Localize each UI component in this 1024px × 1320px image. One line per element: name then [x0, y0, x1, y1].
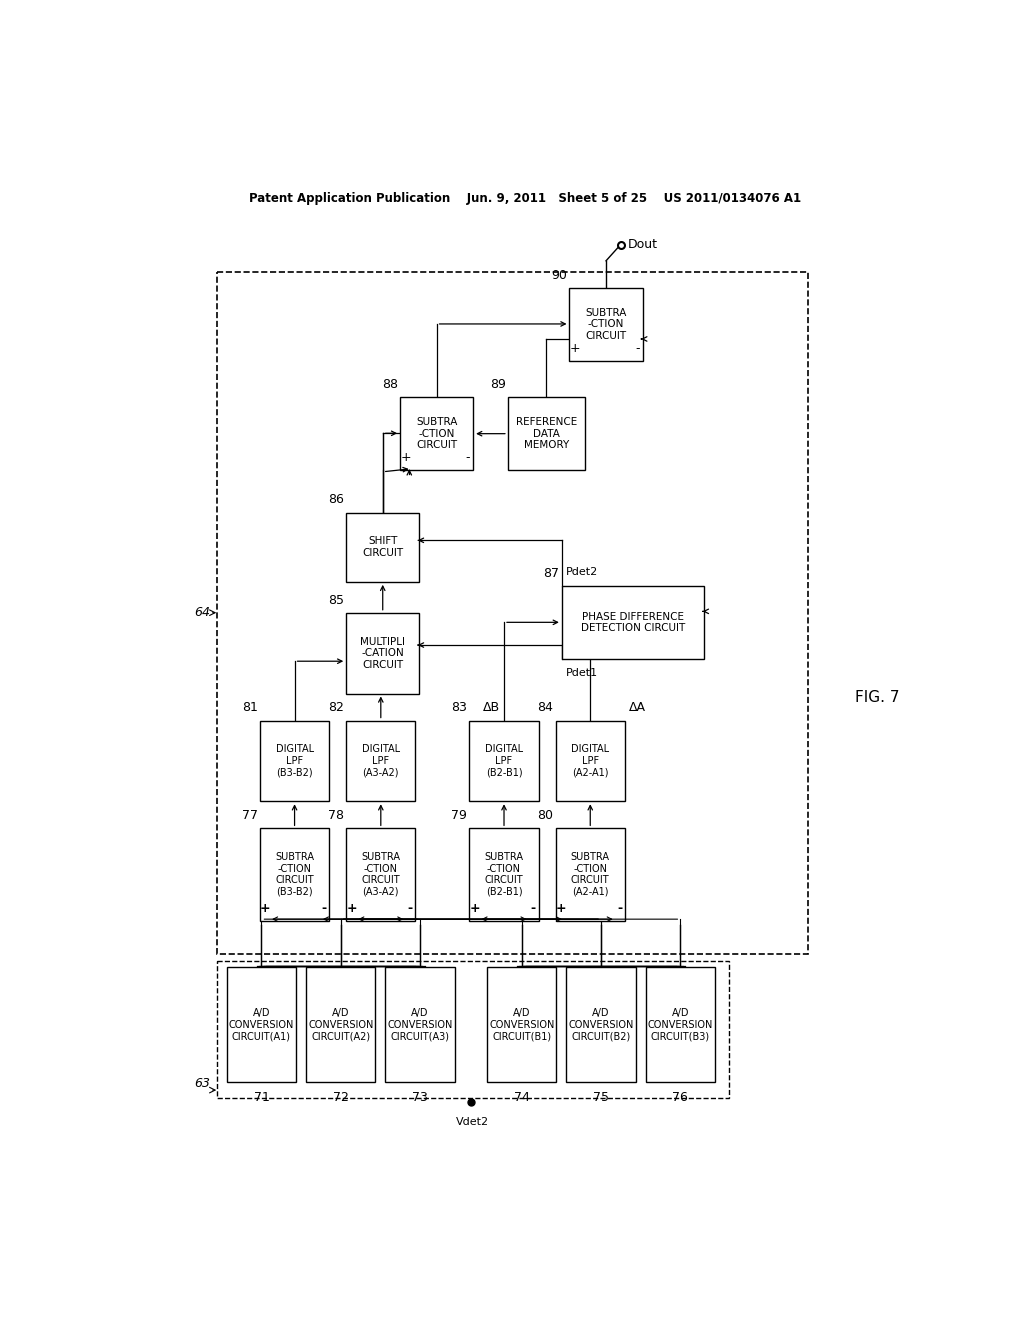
Text: 74: 74 — [514, 1092, 529, 1105]
Text: Dout: Dout — [628, 238, 657, 251]
Bar — [260, 829, 330, 921]
Text: 87: 87 — [544, 566, 559, 579]
Bar — [469, 721, 539, 801]
Text: +: + — [346, 902, 356, 915]
Text: FIG. 7: FIG. 7 — [855, 690, 900, 705]
Bar — [646, 966, 715, 1082]
Bar — [469, 829, 539, 921]
Text: SUBTRA
-CTION
CIRCUIT
(B3-B2): SUBTRA -CTION CIRCUIT (B3-B2) — [275, 853, 314, 896]
Bar — [217, 961, 729, 1098]
Text: 86: 86 — [328, 494, 344, 507]
Bar — [400, 397, 473, 470]
Text: 89: 89 — [489, 378, 506, 391]
Text: +: + — [400, 451, 411, 465]
Text: +: + — [469, 902, 480, 915]
Bar — [260, 721, 330, 801]
Text: SHIFT
CIRCUIT: SHIFT CIRCUIT — [362, 536, 403, 558]
Text: 76: 76 — [673, 1092, 688, 1105]
Text: A/D
CONVERSION
CIRCUIT(B2): A/D CONVERSION CIRCUIT(B2) — [568, 1008, 634, 1041]
Text: 71: 71 — [254, 1092, 269, 1105]
Text: SUBTRA
-CTION
CIRCUIT: SUBTRA -CTION CIRCUIT — [416, 417, 458, 450]
Text: A/D
CONVERSION
CIRCUIT(B1): A/D CONVERSION CIRCUIT(B1) — [489, 1008, 554, 1041]
Bar — [562, 586, 705, 659]
Text: -: - — [322, 902, 327, 915]
Text: 88: 88 — [382, 378, 397, 391]
Text: Vdet2: Vdet2 — [456, 1117, 489, 1127]
Bar — [226, 966, 296, 1082]
Text: Pdet2: Pdet2 — [565, 566, 598, 577]
Text: 78: 78 — [328, 809, 344, 822]
Text: 81: 81 — [242, 701, 258, 714]
Text: ΔB: ΔB — [483, 701, 500, 714]
Text: DIGITAL
LPF
(B3-B2): DIGITAL LPF (B3-B2) — [275, 744, 313, 777]
Text: 90: 90 — [551, 268, 567, 281]
Text: Patent Application Publication    Jun. 9, 2011   Sheet 5 of 25    US 2011/013407: Patent Application Publication Jun. 9, 2… — [249, 191, 801, 205]
Text: +: + — [569, 342, 581, 355]
Text: PHASE DIFFERENCE
DETECTION CIRCUIT: PHASE DIFFERENCE DETECTION CIRCUIT — [581, 611, 685, 634]
Bar — [508, 397, 585, 470]
Text: DIGITAL
LPF
(A2-A1): DIGITAL LPF (A2-A1) — [571, 744, 609, 777]
Text: +: + — [556, 902, 566, 915]
Text: +: + — [260, 902, 270, 915]
Text: -: - — [635, 342, 639, 355]
Text: 84: 84 — [538, 701, 553, 714]
Text: ΔA: ΔA — [629, 701, 646, 714]
Text: 80: 80 — [538, 809, 553, 822]
Text: SUBTRA
-CTION
CIRCUIT
(A3-A2): SUBTRA -CTION CIRCUIT (A3-A2) — [361, 853, 400, 896]
Text: 63: 63 — [195, 1077, 211, 1090]
Text: REFERENCE
DATA
MEMORY: REFERENCE DATA MEMORY — [516, 417, 577, 450]
Text: SUBTRA
-CTION
CIRCUIT: SUBTRA -CTION CIRCUIT — [586, 308, 627, 341]
Text: A/D
CONVERSION
CIRCUIT(A2): A/D CONVERSION CIRCUIT(A2) — [308, 1008, 374, 1041]
Bar — [566, 966, 636, 1082]
Text: 73: 73 — [412, 1092, 428, 1105]
Text: 77: 77 — [242, 809, 258, 822]
Text: 83: 83 — [452, 701, 467, 714]
Text: MULTIPLI
-CATION
CIRCUIT: MULTIPLI -CATION CIRCUIT — [360, 636, 406, 669]
Text: -: - — [408, 902, 413, 915]
Bar — [346, 721, 416, 801]
Text: 72: 72 — [333, 1092, 349, 1105]
Text: -: - — [466, 451, 470, 465]
Text: Pdet1: Pdet1 — [565, 668, 598, 678]
Text: 82: 82 — [328, 701, 344, 714]
Bar — [346, 512, 419, 582]
Text: -: - — [616, 902, 622, 915]
Bar — [346, 612, 419, 693]
Bar — [569, 288, 643, 360]
Bar — [487, 966, 556, 1082]
Text: 75: 75 — [593, 1092, 609, 1105]
Bar — [385, 966, 455, 1082]
Bar — [556, 721, 625, 801]
Text: 64: 64 — [195, 606, 211, 619]
Text: A/D
CONVERSION
CIRCUIT(A3): A/D CONVERSION CIRCUIT(A3) — [387, 1008, 453, 1041]
Text: A/D
CONVERSION
CIRCUIT(B3): A/D CONVERSION CIRCUIT(B3) — [647, 1008, 713, 1041]
Text: 79: 79 — [452, 809, 467, 822]
Text: DIGITAL
LPF
(B2-B1): DIGITAL LPF (B2-B1) — [485, 744, 523, 777]
Bar — [217, 272, 808, 954]
Text: -: - — [530, 902, 536, 915]
Text: A/D
CONVERSION
CIRCUIT(A1): A/D CONVERSION CIRCUIT(A1) — [228, 1008, 294, 1041]
Text: SUBTRA
-CTION
CIRCUIT
(A2-A1): SUBTRA -CTION CIRCUIT (A2-A1) — [570, 853, 609, 896]
Text: 85: 85 — [328, 594, 344, 607]
Text: SUBTRA
-CTION
CIRCUIT
(B2-B1): SUBTRA -CTION CIRCUIT (B2-B1) — [484, 853, 523, 896]
Bar — [346, 829, 416, 921]
Bar — [306, 966, 376, 1082]
Bar — [556, 829, 625, 921]
Text: DIGITAL
LPF
(A3-A2): DIGITAL LPF (A3-A2) — [361, 744, 400, 777]
